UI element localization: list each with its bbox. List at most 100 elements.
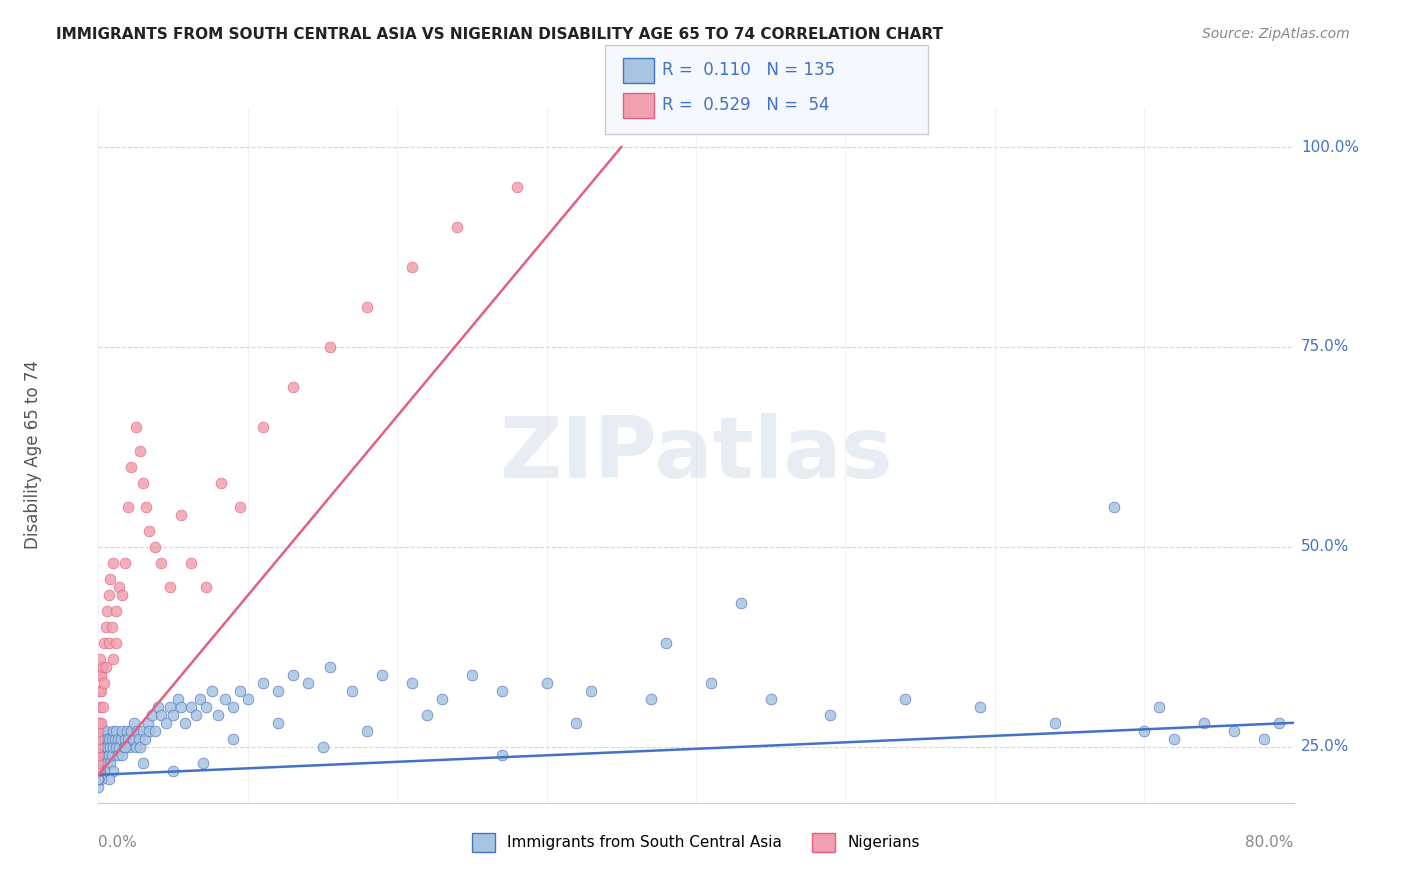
Point xyxy=(97,731,120,746)
Text: 100.0%: 100.0% xyxy=(1301,139,1360,154)
Point xyxy=(759,691,782,706)
Point xyxy=(180,699,202,714)
Point xyxy=(97,636,120,650)
Point xyxy=(101,747,124,762)
Point xyxy=(114,556,136,570)
Point xyxy=(89,764,111,778)
Point xyxy=(90,747,112,762)
Point xyxy=(356,300,378,314)
Point xyxy=(461,668,484,682)
Point xyxy=(111,747,134,762)
Point xyxy=(159,580,181,594)
Point xyxy=(162,707,184,722)
Point xyxy=(94,739,117,754)
Point xyxy=(96,731,118,746)
Point xyxy=(430,691,453,706)
Point xyxy=(104,731,127,746)
Point xyxy=(96,756,118,770)
Text: R =  0.529   N =  54: R = 0.529 N = 54 xyxy=(662,96,830,114)
Point xyxy=(117,500,139,514)
Point xyxy=(89,715,111,730)
Point xyxy=(108,739,131,754)
Point xyxy=(730,596,752,610)
Point xyxy=(103,723,125,738)
Point xyxy=(121,731,143,746)
Legend: Immigrants from South Central Asia, Nigerians: Immigrants from South Central Asia, Nige… xyxy=(465,827,927,858)
Point xyxy=(90,723,112,738)
Point xyxy=(91,731,114,746)
Point xyxy=(894,691,917,706)
Point xyxy=(1043,715,1066,730)
Point xyxy=(90,731,112,746)
Point xyxy=(105,723,128,738)
Point xyxy=(93,636,115,650)
Text: Source: ZipAtlas.com: Source: ZipAtlas.com xyxy=(1202,27,1350,41)
Point xyxy=(252,420,274,434)
Point xyxy=(87,747,110,762)
Point xyxy=(195,699,218,714)
Point xyxy=(107,731,129,746)
Point xyxy=(536,676,558,690)
Text: 25.0%: 25.0% xyxy=(1301,739,1350,755)
Point xyxy=(1253,731,1275,746)
Point xyxy=(120,723,142,738)
Point xyxy=(90,668,112,682)
Point xyxy=(89,731,111,746)
Point xyxy=(87,764,110,778)
Point xyxy=(1133,723,1156,738)
Point xyxy=(103,739,125,754)
Point xyxy=(101,731,124,746)
Point xyxy=(319,660,342,674)
Point xyxy=(150,707,173,722)
Point xyxy=(114,731,136,746)
Point xyxy=(132,756,155,770)
Point xyxy=(91,699,114,714)
Point xyxy=(90,739,112,754)
Point xyxy=(98,739,122,754)
Point xyxy=(136,715,159,730)
Point xyxy=(174,715,197,730)
Point xyxy=(93,747,115,762)
Text: 50.0%: 50.0% xyxy=(1301,540,1350,555)
Point xyxy=(138,723,160,738)
Text: ZIPatlas: ZIPatlas xyxy=(499,413,893,497)
Point xyxy=(89,699,111,714)
Point xyxy=(134,731,156,746)
Point xyxy=(87,764,110,778)
Point xyxy=(87,747,110,762)
Point xyxy=(1147,699,1170,714)
Point xyxy=(150,556,173,570)
Point xyxy=(128,731,150,746)
Point xyxy=(94,620,117,634)
Point xyxy=(148,699,170,714)
Point xyxy=(103,556,125,570)
Point xyxy=(94,660,117,674)
Point xyxy=(141,707,163,722)
Point xyxy=(87,739,110,754)
Point xyxy=(700,676,723,690)
Point xyxy=(87,764,110,778)
Point xyxy=(297,676,319,690)
Point xyxy=(252,676,274,690)
Point xyxy=(166,691,188,706)
Point xyxy=(105,604,128,618)
Point xyxy=(90,683,112,698)
Point xyxy=(169,699,191,714)
Point xyxy=(1223,723,1246,738)
Point xyxy=(143,723,166,738)
Point xyxy=(96,604,118,618)
Point xyxy=(229,683,252,698)
Point xyxy=(401,260,423,274)
Point xyxy=(207,707,229,722)
Point xyxy=(94,747,117,762)
Point xyxy=(98,756,122,770)
Point xyxy=(89,668,111,682)
Point xyxy=(446,219,468,234)
Point xyxy=(655,636,678,650)
Point xyxy=(93,739,115,754)
Point xyxy=(201,683,224,698)
Point xyxy=(267,683,290,698)
Point xyxy=(107,747,129,762)
Point xyxy=(115,723,138,738)
Point xyxy=(209,475,232,490)
